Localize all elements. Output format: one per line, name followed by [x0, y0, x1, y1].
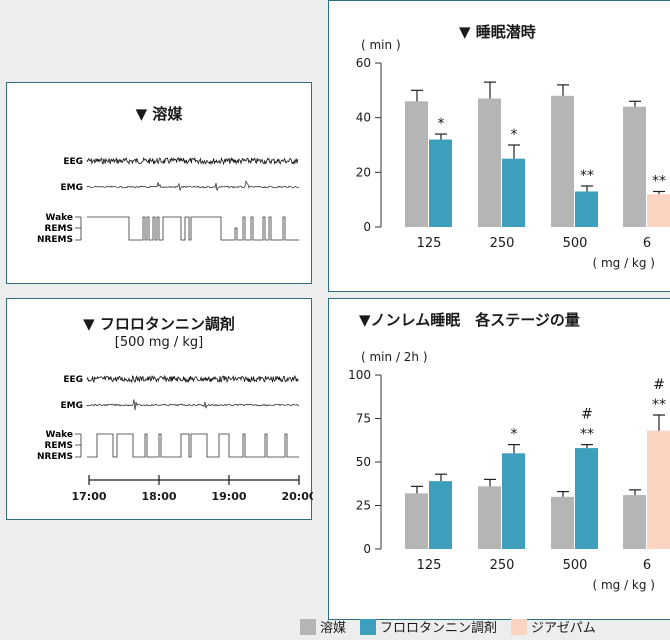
bar-treatment: [575, 448, 598, 549]
legend-item-vehicle: 溶媒: [300, 617, 346, 636]
significance-mark: **: [580, 168, 594, 184]
bar-vehicle: [405, 493, 428, 549]
significance-mark: *: [511, 427, 518, 443]
y-tick-label: 50: [356, 455, 371, 469]
y-tick-label: 25: [356, 499, 371, 513]
legend-swatch-diazepam: [511, 618, 528, 635]
time-tick-label: 18:00: [141, 490, 176, 503]
emg-trace: [86, 180, 300, 191]
bar-vehicle: [478, 98, 501, 228]
x-tick-label: 250: [490, 236, 515, 251]
x-tick-label: 500: [563, 558, 588, 573]
rems-label: REMS: [44, 441, 73, 451]
eeg-panel-phlorotannin-title: ▼ フロロタンニン調剤: [83, 315, 235, 333]
legend-label-vehicle: 溶媒: [320, 621, 347, 636]
bar-vehicle: [551, 95, 574, 227]
nrems-label: NREMS: [37, 452, 73, 462]
time-ticks: 17:00 18:00 19:00 20:00: [71, 475, 313, 503]
significance-mark: **: [652, 397, 666, 413]
eeg-trace: [86, 156, 299, 166]
bar-treatment: [502, 158, 525, 227]
bar-treatment: [647, 194, 670, 227]
emg-label: EMG: [61, 183, 84, 193]
eeg-panel-vehicle-title: ▼ 溶媒: [135, 105, 183, 123]
x-tick-label: 6: [643, 236, 651, 251]
bar-treatment: [647, 430, 670, 549]
y-tick-label: 0: [363, 220, 371, 234]
significance-mark-hash: #: [653, 377, 665, 393]
eeg-panel-vehicle-traces: EEG EMG Wake REMS NREMS: [37, 156, 300, 245]
x-tick-label: 6: [643, 558, 651, 573]
bar-treatment: [502, 453, 525, 549]
eeg-label: EEG: [63, 157, 83, 167]
y-tick-label: 40: [356, 111, 371, 125]
legend-swatch-phlorotannin: [360, 618, 377, 635]
bar-vehicle: [551, 496, 574, 549]
chart-nrem-amount-title: ▼ノンレム睡眠 各ステージの量: [359, 311, 580, 329]
wake-label: Wake: [45, 430, 73, 440]
bar-vehicle: [405, 101, 428, 227]
bar-treatment: [429, 481, 452, 549]
legend-swatch-vehicle: [300, 618, 316, 635]
eeg-panel-phlorotannin-dose: [500 mg / kg]: [114, 335, 204, 350]
bar-vehicle: [478, 486, 501, 549]
emg-label: EMG: [61, 401, 84, 411]
x-tick-label: 250: [490, 558, 515, 573]
rems-label: REMS: [44, 224, 73, 234]
legend: 溶媒 フロロタンニン調剤 ジアゼパム: [300, 617, 610, 636]
legend-label-diazepam: ジアゼパム: [531, 621, 596, 636]
bar-vehicle: [623, 106, 646, 227]
y-tick-label: 75: [356, 412, 371, 426]
bar-treatment: [429, 139, 452, 227]
time-tick-label: 17:00: [71, 490, 106, 503]
x-axis-label: ( mg / kg ): [592, 578, 655, 592]
hypnogram: [75, 216, 299, 241]
hypnogram: [75, 433, 299, 458]
nrems-label: NREMS: [37, 235, 73, 245]
eeg-trace: [86, 374, 299, 384]
legend-item-phlorotannin: フロロタンニン調剤: [360, 617, 497, 636]
eeg-panel-phlorotannin-traces: EEG EMG Wake REMS NREMS 17:00 18:00 19:00 2…: [37, 374, 313, 503]
x-axis-label: ( mg / kg ): [592, 256, 655, 270]
x-tick-label: 125: [417, 558, 442, 573]
eeg-label: EEG: [63, 375, 83, 385]
significance-mark: **: [580, 427, 594, 443]
significance-mark: *: [511, 127, 518, 143]
x-tick-label: 500: [563, 236, 588, 251]
bar-treatment: [575, 191, 598, 227]
eeg-panel-phlorotannin: ▼ フロロタンニン調剤 [500 mg / kg] EEG EMG Wake R…: [6, 298, 313, 520]
y-tick-label: 100: [348, 368, 371, 382]
significance-mark: *: [438, 116, 445, 132]
y-tick-label: 20: [356, 165, 371, 179]
y-tick-label: 60: [356, 56, 371, 70]
chart-nrem-amount: ▼ノンレム睡眠 各ステージの量 ( min / 2h ) 0 25 50 75 100 12…: [328, 298, 670, 620]
y-axis-label: ( min ): [361, 38, 401, 52]
x-tick-label: 125: [417, 236, 442, 251]
legend-item-diazepam: ジアゼパム: [511, 617, 596, 636]
chart-sleep-latency-plot: ( min ) 0 20 40 60 * 125 * 250 ** 500 ** 6 ( mg / kg …: [356, 38, 670, 270]
significance-mark: **: [652, 173, 666, 189]
y-axis-label: ( min / 2h ): [361, 350, 428, 364]
emg-trace: [86, 399, 300, 411]
wake-label: Wake: [45, 213, 73, 223]
time-tick-label: 19:00: [211, 490, 246, 503]
bar-vehicle: [623, 495, 646, 549]
significance-mark-hash: #: [581, 407, 593, 423]
time-tick-label: 20:00: [281, 490, 313, 503]
y-tick-label: 0: [363, 542, 371, 556]
chart-nrem-amount-plot: ( min / 2h ) 0 25 50 75 100 125 * 250 ** #500 ** #6 (…: [348, 350, 670, 592]
eeg-panel-vehicle: ▼ 溶媒 EEG EMG Wake REMS NREMS: [6, 82, 312, 284]
chart-sleep-latency: ▼ 睡眠潜時 ( min ) 0 20 40 60 * 125 * 250 ** 500 ** 6( m…: [328, 0, 670, 292]
legend-label-phlorotannin: フロロタンニン調剤: [380, 621, 498, 636]
chart-sleep-latency-title: ▼ 睡眠潜時: [459, 23, 536, 41]
